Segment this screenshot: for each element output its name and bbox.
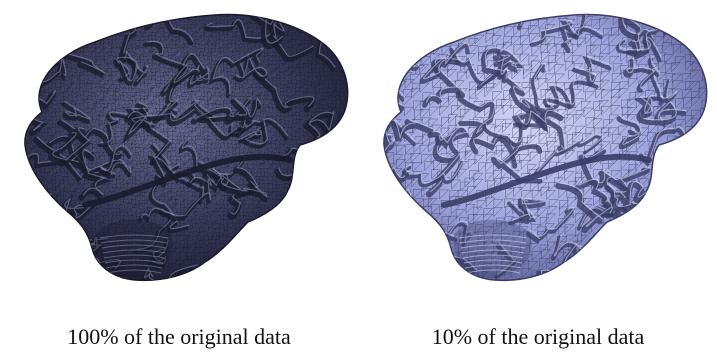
brain-mesh-full <box>24 13 349 282</box>
panel-reduced-resolution: 10% of the original data <box>359 0 717 356</box>
brain-mesh-reduced <box>383 13 708 282</box>
caption-full-resolution: 100% of the original data <box>67 324 291 349</box>
caption-reduced-resolution: 10% of the original data <box>431 324 645 349</box>
panel-full-resolution: 100% of the original data <box>0 0 358 356</box>
